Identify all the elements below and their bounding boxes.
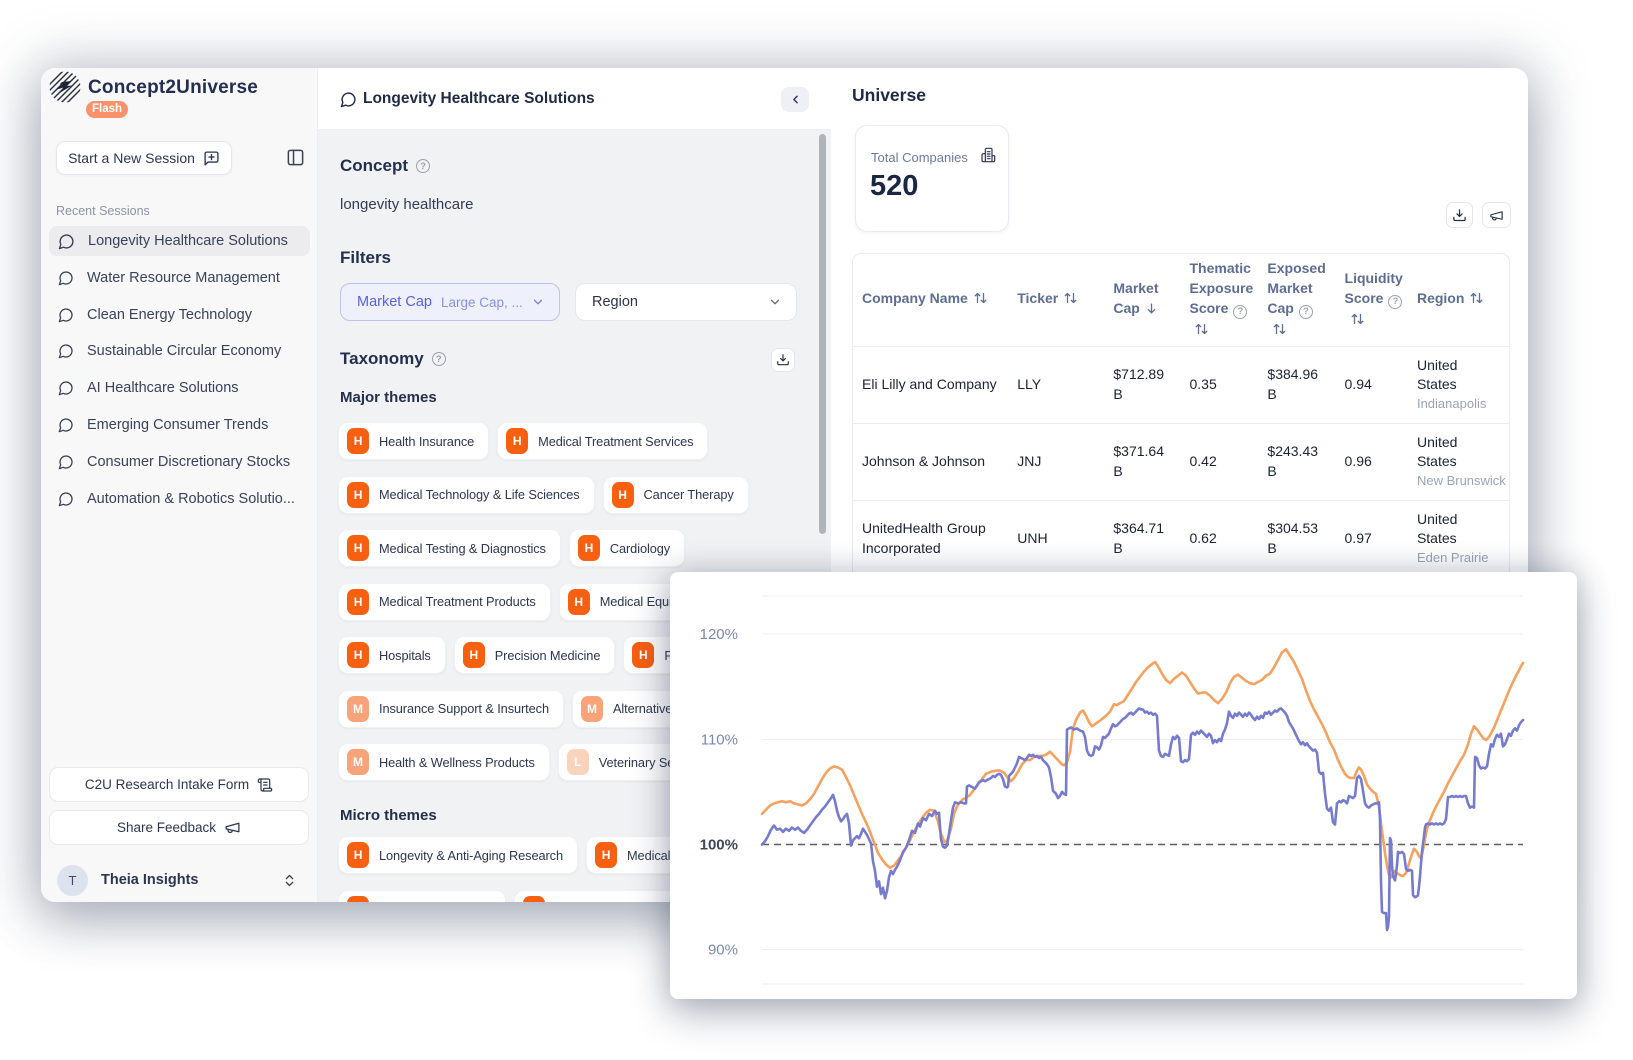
svg-text:110%: 110% [701, 732, 738, 749]
svg-text:120%: 120% [700, 626, 738, 643]
svg-text:100%: 100% [700, 837, 738, 854]
svg-text:90%: 90% [708, 942, 738, 959]
